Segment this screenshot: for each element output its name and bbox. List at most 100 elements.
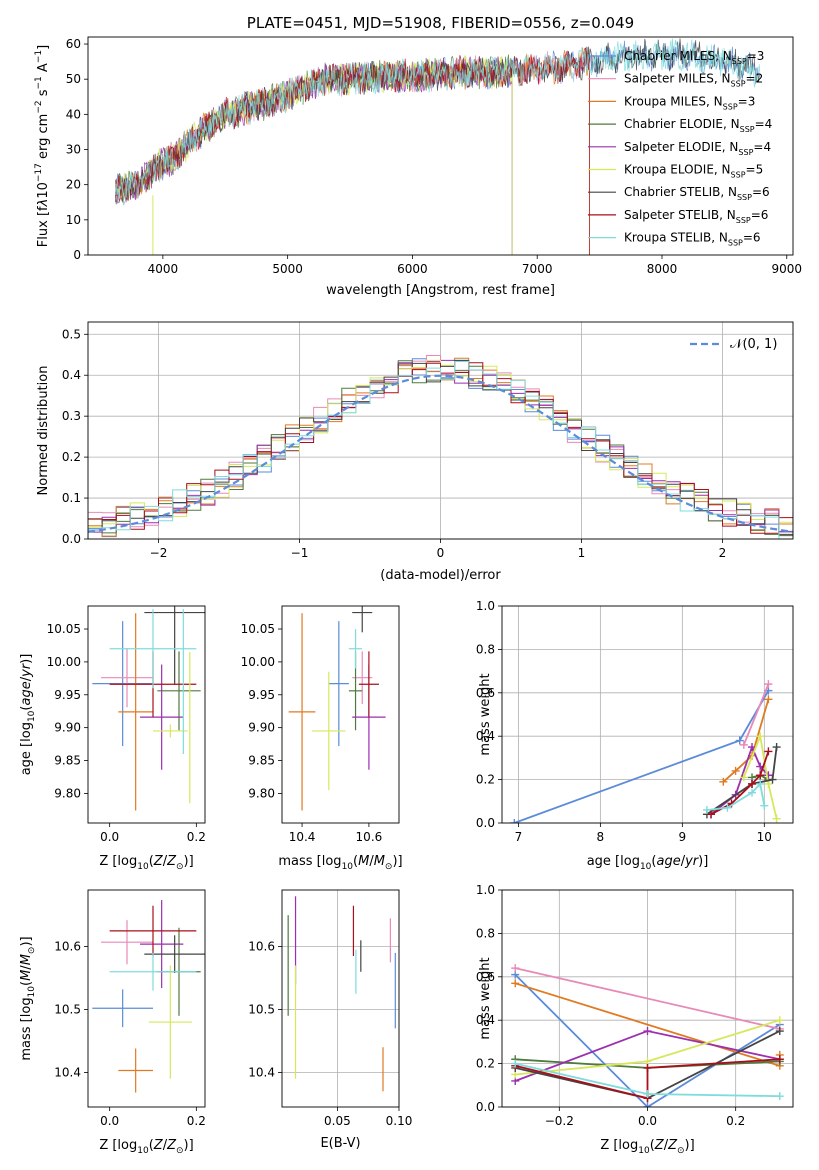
- x-tick-label: −0.2: [545, 1114, 574, 1128]
- weight-marker: [748, 788, 757, 797]
- x-tick-label: 0.2: [726, 1114, 745, 1128]
- y-tick-label: 20: [66, 178, 81, 192]
- chart-title: PLATE=0451, MJD=51908, FIBERID=0556, z=0…: [247, 14, 634, 32]
- weight-marker: [719, 777, 728, 786]
- weight-marker: [775, 1016, 784, 1025]
- weight-marker: [707, 810, 716, 819]
- weight-marker: [643, 1027, 652, 1036]
- weight-marker: [511, 979, 520, 988]
- x-tick-label: 2: [719, 546, 727, 560]
- weight-marker: [643, 1063, 652, 1072]
- y-tick-label: 10.05: [47, 622, 81, 636]
- weight-marker: [731, 766, 740, 775]
- x-tick-label: 4000: [148, 262, 179, 276]
- weight-marker: [760, 801, 769, 810]
- axes-frame: [281, 605, 400, 824]
- x-axis-label: E(B-V): [320, 1136, 360, 1151]
- weight-marker: [511, 964, 520, 973]
- y-tick-label: 0.4: [476, 1013, 495, 1027]
- weight-marker: [748, 779, 757, 788]
- weight-line: [742, 683, 770, 746]
- y-tick-label: 0.2: [62, 450, 81, 464]
- plot-area: [92, 606, 205, 811]
- axes-frame: [501, 889, 794, 1108]
- axes-frame: [87, 321, 794, 540]
- weight-marker: [723, 803, 732, 812]
- x-tick-label: 6000: [397, 262, 428, 276]
- y-tick-label: 0.5: [62, 327, 81, 341]
- y-tick-label: 9.90: [54, 721, 81, 735]
- x-tick-label: −2: [150, 546, 168, 560]
- y-tick-label: 9.85: [248, 754, 275, 768]
- x-tick-label: 5000: [272, 262, 303, 276]
- weight-marker: [756, 771, 765, 780]
- x-axis-label: (data-model)/error: [380, 568, 501, 583]
- y-tick-label: 0.3: [62, 409, 81, 423]
- y-tick-label: 0.0: [62, 532, 81, 546]
- y-tick-label: 0.8: [476, 642, 495, 656]
- y-tick-label: 10.4: [54, 1065, 81, 1079]
- weight-line: [742, 732, 778, 819]
- x-tick-label: 0: [437, 546, 445, 560]
- weight-marker: [643, 1103, 652, 1107]
- y-tick-label: 0.6: [476, 686, 495, 700]
- histogram-step: [88, 361, 793, 539]
- x-tick-label: 0.0: [100, 1114, 119, 1128]
- legend-label: Kroupa MILES, NSSP=3: [624, 94, 755, 111]
- x-tick-label: 9: [679, 830, 687, 844]
- panel-spectrum: 4000 5000 6000 7000 8000 9000 0 10 20 30 40 50 60 PLA…: [34, 14, 802, 298]
- plot-area: [115, 38, 760, 255]
- x-tick-label: 7000: [522, 262, 553, 276]
- x-axis-label: wavelength [Angstrom, rest frame]: [326, 283, 555, 298]
- x-axis-label: mass [log10(M/M⊙)]: [278, 854, 402, 872]
- weight-marker: [768, 775, 777, 784]
- x-tick-label: 0.0: [638, 1114, 657, 1128]
- y-axis-label: Flux [fλ10−17 erg cm−2 s−1 A−1]: [34, 45, 51, 247]
- y-tick-label: 10.6: [54, 940, 81, 954]
- x-tick-label: 10: [757, 830, 772, 844]
- x-axis-label: Z [log10(Z/Z⊙)]: [600, 1138, 694, 1156]
- panel-age-vs-mass: 10.4 10.6 9.80 9.85 9.90 9.95 10.00 10.05 mass […: [241, 605, 403, 872]
- legend-label: 𝒩(0, 1): [730, 337, 777, 352]
- legend-label: Chabrier ELODIE, NSSP=4: [624, 117, 772, 134]
- axes-frame: [87, 605, 206, 824]
- y-tick-label: 0.4: [476, 729, 495, 743]
- y-tick-label: 0.0: [476, 1100, 495, 1114]
- axes-frame: [87, 889, 206, 1108]
- plot-area: [288, 606, 386, 811]
- panel-residuals: −2 −1 0 1 2 0.0 0.1 0.2 0.3 0.4 0.5 (data-model)/er…: [36, 321, 794, 583]
- y-tick-label: 10.05: [241, 622, 275, 636]
- y-tick-label: 9.95: [54, 688, 81, 702]
- x-tick-label: −1: [291, 546, 309, 560]
- y-tick-label: 9.80: [54, 786, 81, 800]
- weight-marker: [756, 732, 765, 741]
- y-tick-label: 0.6: [476, 970, 495, 984]
- legend-label: Chabrier MILES, NSSP=3: [624, 49, 764, 66]
- panel-weight-vs-age: 7 8 9 10 0.0 0.2 0.4 0.6 0.8 1.0 age [log10(age/yr…: [476, 599, 794, 872]
- panel-mass-vs-ebv: 0.05 0.10 10.4 10.5 10.6 E(B-V): [248, 889, 412, 1151]
- weight-marker: [702, 805, 711, 814]
- axes-frame: [87, 36, 794, 256]
- x-tick-label: 8: [597, 830, 605, 844]
- x-tick-label: 0.05: [324, 1114, 351, 1128]
- x-tick-label: 9000: [771, 262, 802, 276]
- y-tick-label: 10.00: [47, 655, 81, 669]
- y-axis-label: mass weight: [478, 673, 493, 755]
- x-tick-label: 0.2: [187, 1114, 206, 1128]
- y-tick-label: 10: [66, 213, 81, 227]
- y-tick-label: 10.5: [248, 1003, 275, 1017]
- y-tick-label: 0: [73, 248, 81, 262]
- normal-curve: [88, 374, 793, 533]
- legend-label: Chabrier STELIB, NSSP=6: [624, 185, 770, 202]
- plot-area: [88, 355, 793, 539]
- weight-marker: [764, 695, 773, 704]
- x-tick-label: 1: [578, 546, 586, 560]
- y-tick-label: 10.6: [248, 940, 275, 954]
- weight-marker: [510, 819, 519, 823]
- x-tick-label: 0.2: [187, 830, 206, 844]
- y-tick-label: 9.95: [248, 688, 275, 702]
- weight-line: [514, 967, 781, 1030]
- y-tick-label: 40: [66, 107, 81, 121]
- plot-area: [511, 964, 784, 1107]
